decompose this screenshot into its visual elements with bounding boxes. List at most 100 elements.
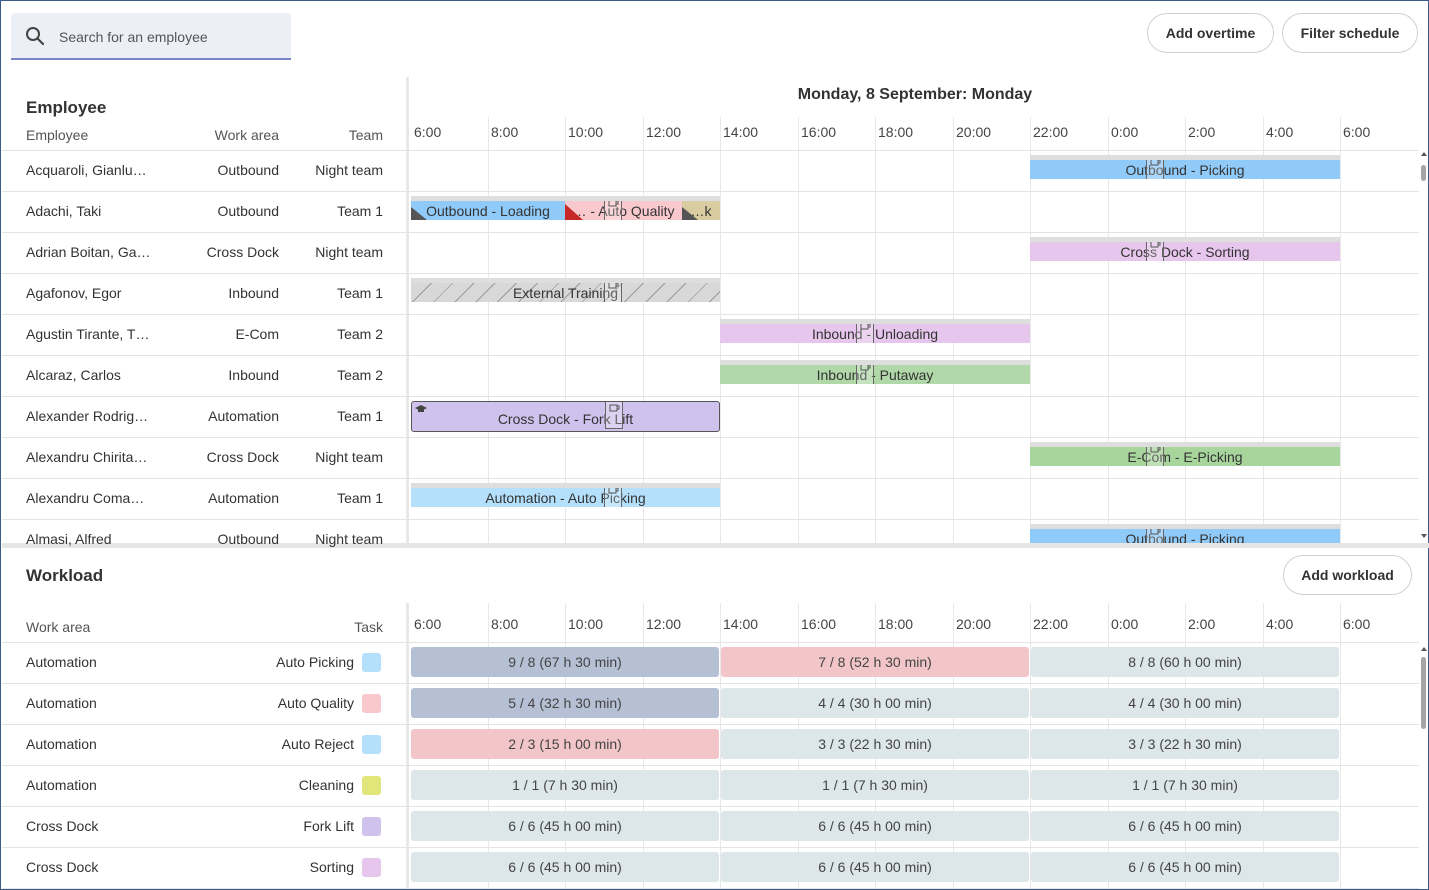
employee-scrollbar[interactable] — [1419, 151, 1427, 543]
table-row[interactable]: Agustin Tirante, T… E-Com Team 2 — [2, 314, 1419, 355]
workload-scrollbar[interactable] — [1419, 643, 1427, 889]
scroll-up-arrow-icon[interactable] — [1420, 646, 1428, 652]
workload-cell[interactable]: 6 / 6 (45 h 00 min) — [721, 811, 1029, 841]
table-row[interactable]: Adachi, Taki Outbound Team 1 — [2, 191, 1419, 232]
workload-cell[interactable]: 2 / 3 (15 h 00 min) — [411, 729, 719, 759]
table-row[interactable]: Automation Auto Quality 5 / 4 (32 h 30 min… — [2, 683, 1419, 724]
shift-bar[interactable]: Automation - Auto Picking — [411, 483, 720, 507]
grid-line — [1108, 117, 1109, 543]
workload-cell[interactable]: 4 / 4 (30 h 00 min) — [1031, 688, 1339, 718]
workload-cell[interactable]: 6 / 6 (45 h 00 min) — [721, 852, 1029, 882]
time-label: 6:00 — [414, 616, 442, 632]
table-row[interactable]: Alexandru Coma… Automation Team 1 — [2, 478, 1419, 519]
workload-cell[interactable]: 6 / 6 (45 h 00 min) — [1031, 811, 1339, 841]
table-row[interactable]: Automation Auto Picking 9 / 8 (67 h 30 min… — [2, 642, 1419, 683]
break-icon — [605, 402, 623, 429]
workload-cell[interactable]: 9 / 8 (67 h 30 min) — [411, 647, 719, 677]
workload-section-title: Workload — [26, 566, 104, 585]
table-row[interactable]: Alcaraz, Carlos Inbound Team 2 — [2, 355, 1419, 396]
workload-cell[interactable]: 1 / 1 (7 h 30 min) — [411, 770, 719, 800]
workload-work-area-header[interactable]: Work area — [26, 619, 91, 635]
table-row[interactable]: Cross Dock Fork Lift 6 / 6 (45 h 00 min) 6 … — [2, 806, 1419, 847]
scroll-down-arrow-icon[interactable] — [1420, 533, 1428, 539]
shift-bar[interactable]: E-Com - E-Picking — [1030, 442, 1340, 466]
table-row[interactable]: Alexander Rodrig… Automation Team 1 — [2, 396, 1419, 437]
row-divider — [2, 437, 1419, 438]
scroll-up-arrow-icon[interactable] — [1420, 151, 1428, 157]
shift-bar[interactable]: Inbound - Putaway — [720, 360, 1030, 384]
shift-bar[interactable]: Outbound - Picking — [1030, 155, 1340, 179]
break-icon — [1146, 242, 1164, 261]
employee-column-header[interactable]: Employee — [26, 127, 89, 143]
workload-cell[interactable]: 6 / 6 (45 h 00 min) — [411, 852, 719, 882]
workload-cell[interactable]: 6 / 6 (45 h 00 min) — [411, 811, 719, 841]
workload-work-area: Automation — [26, 695, 97, 711]
time-label: 10:00 — [568, 616, 604, 632]
scrollbar-thumb[interactable] — [1421, 165, 1426, 181]
break-icon — [856, 324, 874, 343]
workload-cell[interactable]: 3 / 3 (22 h 30 min) — [1031, 729, 1339, 759]
shift-bar[interactable]: Outbound - Loading … - Auto Quality …k — [411, 196, 720, 220]
employee-section-title: Employee — [26, 98, 107, 117]
work-area-column-header[interactable]: Work area — [214, 127, 279, 143]
workload-cell[interactable]: 6 / 6 (45 h 00 min) — [1031, 852, 1339, 882]
table-row[interactable]: Adrian Boitan, Ga… Cross Dock Night team — [2, 232, 1419, 273]
row-divider — [2, 683, 1419, 684]
shift-bar[interactable]: Inbound - Unloading — [720, 319, 1030, 343]
row-divider — [2, 888, 1419, 889]
workload-cell[interactable]: 5 / 4 (32 h 30 min) — [411, 688, 719, 718]
workload-panel-splitter[interactable] — [406, 603, 409, 889]
work-area-cell: Inbound — [228, 285, 279, 301]
scrollbar-thumb[interactable] — [1421, 657, 1426, 729]
table-row[interactable]: Cross Dock Sorting 6 / 6 (45 h 00 min) 6 / … — [2, 847, 1419, 888]
time-label: 10:00 — [568, 124, 604, 140]
shift-segment[interactable]: …k — [682, 201, 720, 220]
workload-cell[interactable]: 1 / 1 (7 h 30 min) — [1031, 770, 1339, 800]
table-row[interactable]: Automation Auto Reject 2 / 3 (15 h 00 min)… — [2, 724, 1419, 765]
shift-bar[interactable]: Outbound - Picking — [1030, 524, 1340, 543]
table-row[interactable]: Agafonov, Egor Inbound Team 1 — [2, 273, 1419, 314]
search-box[interactable]: Search for an employee — [11, 13, 291, 60]
team-column-header[interactable]: Team — [348, 127, 383, 143]
employee-name: Alcaraz, Carlos — [26, 367, 121, 383]
table-row[interactable]: Alexandru Chirita… Cross Dock Night team — [2, 437, 1419, 478]
work-area-cell: Cross Dock — [206, 244, 279, 260]
section-divider — [2, 543, 1429, 548]
shift-segment[interactable]: Outbound - Loading — [411, 201, 565, 220]
add-workload-button[interactable]: Add workload — [1283, 555, 1412, 595]
filter-schedule-button[interactable]: Filter schedule — [1282, 13, 1418, 53]
task-color-swatch — [362, 694, 381, 713]
work-area-cell: Cross Dock — [206, 449, 279, 465]
time-label: 8:00 — [491, 616, 519, 632]
shift-label: Cross Dock - Sorting — [1120, 243, 1250, 260]
search-icon — [26, 27, 45, 46]
employee-name: Agafonov, Egor — [26, 285, 122, 301]
time-label: 18:00 — [878, 616, 914, 632]
table-row[interactable]: Automation Cleaning 1 / 1 (7 h 30 min) 1 / … — [2, 765, 1419, 806]
row-divider — [2, 396, 1419, 397]
shift-bar[interactable]: External Training — [411, 278, 720, 302]
task-color-swatch — [362, 858, 381, 877]
workload-cell[interactable]: 1 / 1 (7 h 30 min) — [721, 770, 1029, 800]
team-cell: Night team — [315, 244, 383, 260]
time-label: 16:00 — [801, 616, 837, 632]
search-input[interactable]: Search for an employee — [59, 29, 208, 45]
workload-task-header[interactable]: Task — [354, 619, 383, 635]
table-row[interactable]: Acquaroli, Gianlu… Outbound Night team — [2, 150, 1419, 191]
shift-segment[interactable]: … - Auto Quality — [565, 201, 682, 220]
shift-bar[interactable]: Cross Dock - Sorting — [1030, 237, 1340, 261]
workload-cell[interactable]: 8 / 8 (60 h 00 min) — [1031, 647, 1339, 677]
panel-splitter[interactable] — [406, 77, 409, 543]
shift-label: Inbound - Unloading — [811, 325, 939, 342]
employee-name: Alexander Rodrig… — [26, 408, 149, 424]
shift-label: Inbound - Putaway — [816, 366, 934, 383]
workload-cell[interactable]: 7 / 8 (52 h 30 min) — [721, 647, 1029, 677]
workload-cell[interactable]: 3 / 3 (22 h 30 min) — [721, 729, 1029, 759]
workload-cell[interactable]: 4 / 4 (30 h 00 min) — [721, 688, 1029, 718]
table-row[interactable]: Almasi, Alfred Outbound Night team — [2, 519, 1419, 560]
workload-task: Auto Reject — [281, 736, 354, 752]
shift-bar[interactable]: Cross Dock - Fork Lift — [411, 401, 720, 432]
add-overtime-button[interactable]: Add overtime — [1147, 13, 1274, 53]
work-area-cell: Outbound — [217, 531, 280, 547]
workload-task: Auto Quality — [277, 695, 354, 711]
